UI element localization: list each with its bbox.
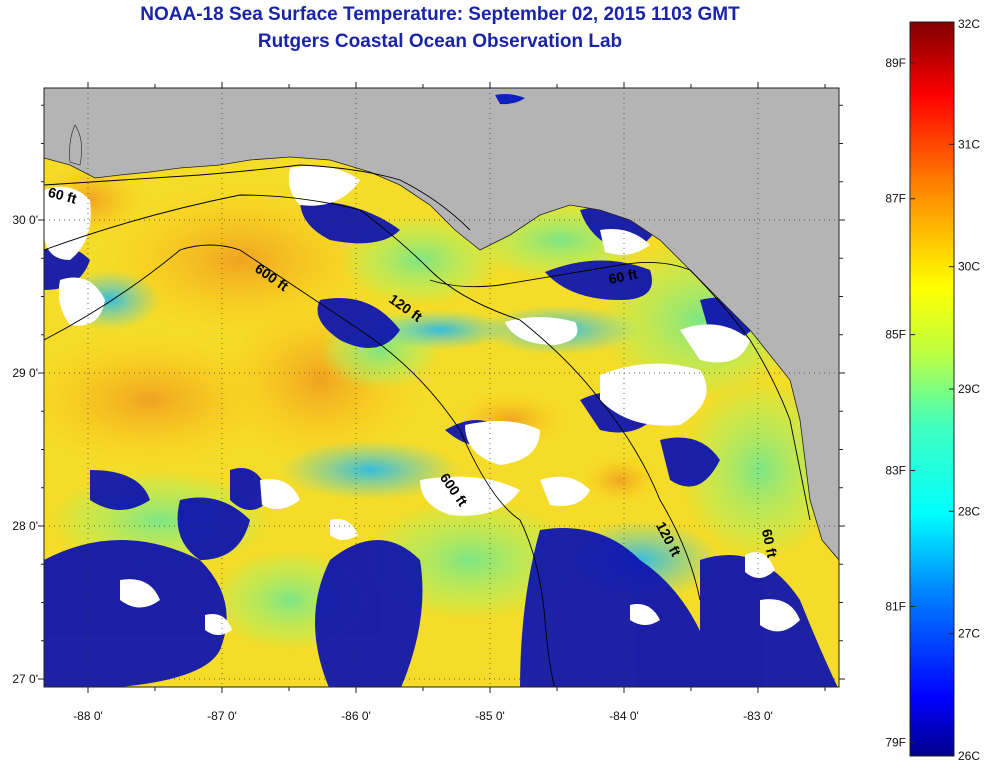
cold-water-regions	[44, 200, 838, 687]
colorbar-f-label: 83F	[885, 464, 906, 478]
lon-tick-label: -86 0'	[341, 709, 371, 723]
colorbar-c-label: 28C	[958, 504, 980, 518]
lon-tick-label: -84 0'	[609, 709, 639, 723]
bathymetry-contours	[44, 164, 811, 687]
colorbar-c-label: 29C	[958, 382, 980, 396]
contour-label: 60 ft	[607, 265, 639, 287]
map-title-line-2: Rutgers Coastal Ocean Observation Lab	[257, 31, 623, 52]
lat-tick-label: 30 0'	[12, 213, 38, 227]
map-frame	[43, 87, 840, 688]
colorbar-c-label: 26C	[958, 749, 980, 763]
colorbar	[909, 21, 955, 757]
cloud-cover	[44, 165, 800, 635]
lon-tick-label: -87 0'	[207, 709, 237, 723]
lon-tick-label: -85 0'	[475, 709, 505, 723]
colorbar-fahrenheit-labels: 89F 87F 85F 83F 81F 79F	[885, 56, 915, 749]
colorbar-f-label: 87F	[885, 192, 906, 206]
latitude-axis: 30 0' 29 0' 28 0' 27 0'	[12, 104, 845, 686]
colorbar-c-label: 27C	[958, 627, 980, 641]
map-title-line-1: NOAA-18 Sea Surface Temperature: Septemb…	[140, 4, 740, 25]
contour-label: 60 ft	[47, 184, 79, 207]
colorbar-f-label: 85F	[885, 328, 906, 342]
lat-tick-label: 28 0'	[12, 519, 38, 533]
contour-label: 60 ft	[759, 528, 781, 560]
colorbar-c-label: 32C	[958, 17, 980, 31]
lat-tick-label: 29 0'	[12, 366, 38, 380]
colorbar-c-label: 30C	[958, 260, 980, 274]
colorbar-f-label: 81F	[885, 599, 906, 613]
colorbar-f-label: 79F	[885, 735, 906, 749]
colorbar-celsius-labels: 32C 31C 30C 29C 28C 27C 26C	[949, 17, 980, 763]
colorbar-c-label: 31C	[958, 137, 980, 151]
lon-tick-label: -83 0'	[743, 709, 773, 723]
lon-tick-label: -88 0'	[73, 709, 103, 723]
colorbar-f-label: 89F	[885, 56, 906, 70]
longitude-axis: -88 0' -87 0' -86 0' -85 0' -84 0' -83 0'	[73, 82, 826, 723]
lat-tick-label: 27 0'	[12, 672, 38, 686]
coastline-land	[44, 88, 839, 561]
